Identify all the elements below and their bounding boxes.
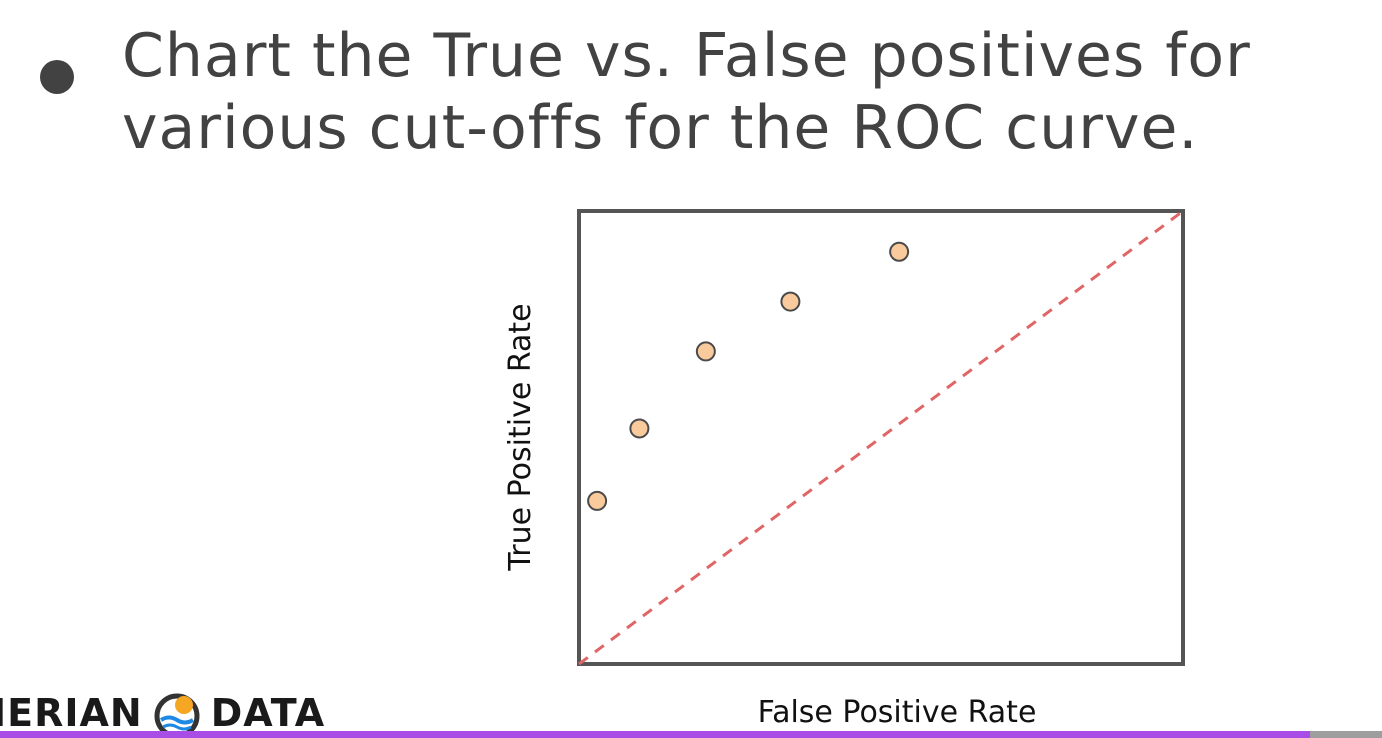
data-point-4 bbox=[780, 291, 801, 312]
data-point-5 bbox=[889, 241, 910, 262]
y-axis-label: True Positive Rate bbox=[503, 303, 538, 571]
data-point-2 bbox=[629, 418, 650, 439]
logo-right-word: DATA bbox=[210, 691, 326, 735]
plot-frame bbox=[577, 209, 1185, 666]
bullet-text: Chart the True vs. False positives for v… bbox=[122, 21, 1251, 163]
x-axis-label: False Positive Rate bbox=[758, 695, 1037, 730]
data-point-1 bbox=[587, 490, 608, 511]
pierian-data-logo: IERIAN DATA bbox=[0, 688, 325, 738]
reference-diagonal-line bbox=[578, 209, 1184, 666]
logo-left-word: IERIAN bbox=[0, 691, 143, 735]
data-point-3 bbox=[695, 341, 716, 362]
bullet-line: Chart the True vs. False positives for v… bbox=[40, 20, 1380, 164]
points-layer bbox=[587, 241, 910, 511]
bottom-accent-bar bbox=[0, 731, 1310, 738]
bullet-dot bbox=[40, 60, 74, 94]
bottom-accent-bar-end bbox=[1310, 731, 1382, 738]
